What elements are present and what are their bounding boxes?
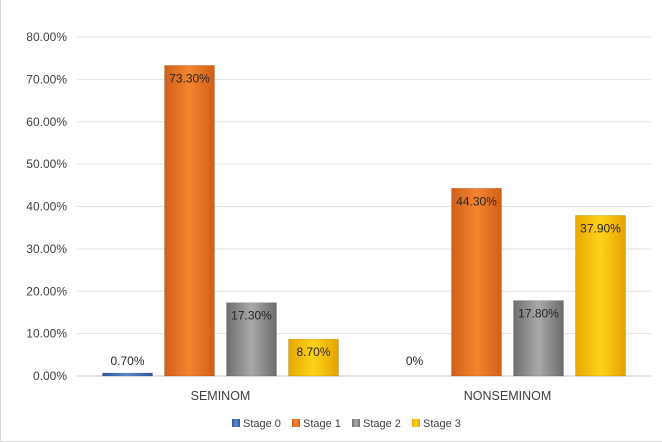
legend-swatch <box>232 419 240 427</box>
y-tick-label: 40.00% <box>26 200 67 214</box>
x-tick-label: NONSEMINOM <box>464 389 552 403</box>
legend-swatch <box>292 419 300 427</box>
y-tick-label: 10.00% <box>26 327 67 341</box>
bar-stage-2-seminom <box>226 302 277 377</box>
legend-label: Stage 2 <box>363 418 401 430</box>
bar-stage-1-nonseminom <box>451 187 502 377</box>
gridlines <box>77 36 651 377</box>
y-axis: 0.00% 10.00% 20.00% 30.00% 40.00% 50.00% 60.00… <box>26 30 67 383</box>
bars <box>102 65 626 377</box>
y-tick-label: 70.00% <box>26 72 67 86</box>
data-label: 17.30% <box>231 309 272 323</box>
legend: Stage 0 Stage 1 Stage 2 Stage 3 <box>232 418 461 430</box>
data-label: 8.70% <box>296 345 330 359</box>
bar-stage-2-nonseminom <box>513 300 564 377</box>
data-label: 73.30% <box>169 71 210 85</box>
y-tick-label: 20.00% <box>26 284 67 298</box>
data-label: 0% <box>406 354 424 368</box>
y-tick-label: 30.00% <box>26 242 67 256</box>
bar-stage-3-seminom <box>288 338 339 377</box>
data-label: 44.30% <box>456 194 497 208</box>
x-tick-label: SEMINOM <box>191 389 251 403</box>
y-tick-label: 50.00% <box>26 157 67 171</box>
legend-label: Stage 3 <box>423 418 461 430</box>
x-axis: SEMINOM NONSEMINOM <box>191 389 552 403</box>
bar-stage-1-seminom <box>164 65 215 377</box>
bar-stage-3-nonseminom <box>575 215 626 377</box>
data-label: 37.90% <box>580 221 621 235</box>
data-label: 17.80% <box>518 307 559 321</box>
y-tick-label: 80.00% <box>26 30 67 44</box>
legend-swatch <box>412 419 420 427</box>
data-labels: 0.70% 73.30% 17.30% 8.70% 0% 44.30% 17.80% 37.9… <box>110 71 621 368</box>
legend-swatch <box>352 419 360 427</box>
y-tick-label: 0.00% <box>33 369 67 383</box>
data-label: 0.70% <box>110 354 144 368</box>
y-tick-label: 60.00% <box>26 115 67 129</box>
legend-label: Stage 1 <box>303 418 341 430</box>
legend-label: Stage 0 <box>243 418 281 430</box>
bar-stage-0-seminom <box>102 372 153 377</box>
